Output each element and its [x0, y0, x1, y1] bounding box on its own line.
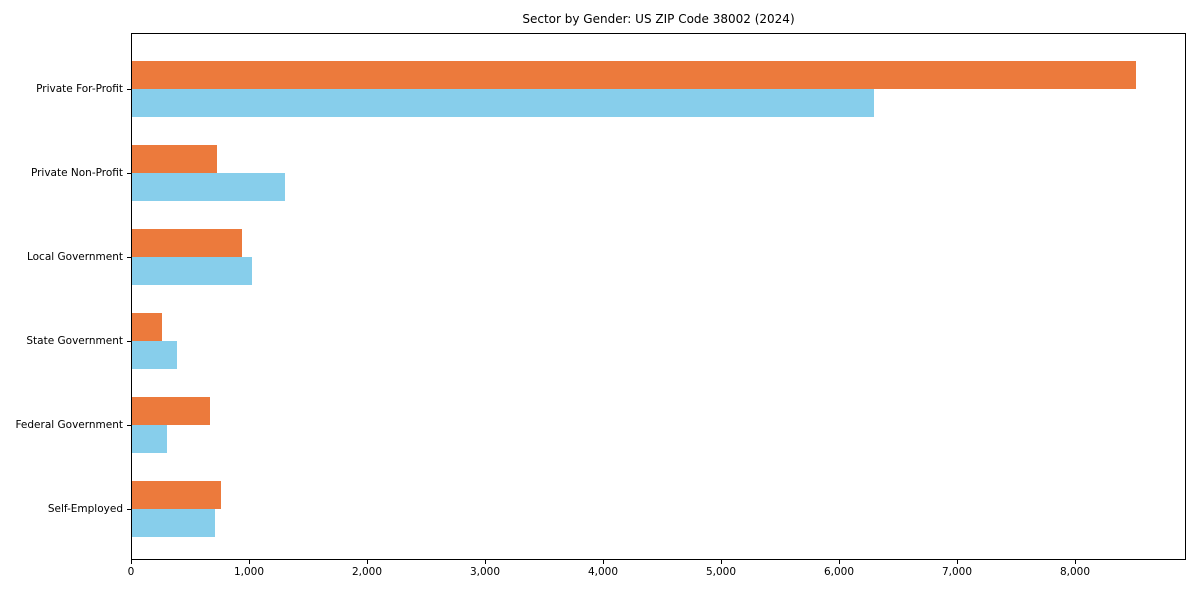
- x-tick-mark-6000: [839, 560, 840, 564]
- y-tick-mark-private-non-profit: [127, 173, 131, 174]
- y-tick-label-local-government: Local Government: [26, 251, 123, 263]
- x-tick-mark-1000: [249, 560, 250, 564]
- bar-male-private-for-profit: [132, 61, 1136, 89]
- y-tick-mark-self-employed: [127, 509, 131, 510]
- bar-male-state-government: [132, 313, 162, 341]
- bar-female-state-government: [132, 341, 177, 369]
- x-tick-label-4000: 4,000: [587, 566, 619, 578]
- x-tick-label-0: 0: [127, 566, 135, 578]
- x-tick-mark-0: [131, 560, 132, 564]
- bar-female-private-for-profit: [132, 89, 874, 117]
- x-tick-label-5000: 5,000: [705, 566, 737, 578]
- x-tick-mark-2000: [367, 560, 368, 564]
- y-tick-mark-local-government: [127, 257, 131, 258]
- bar-male-self-employed: [132, 481, 221, 509]
- x-tick-mark-8000: [1075, 560, 1076, 564]
- plot-area: MaleFemale: [131, 33, 1186, 560]
- y-tick-label-federal-government: Federal Government: [15, 419, 123, 431]
- bar-male-private-non-profit: [132, 145, 217, 173]
- x-tick-label-7000: 7,000: [941, 566, 973, 578]
- bar-male-local-government: [132, 229, 242, 257]
- x-tick-mark-7000: [957, 560, 958, 564]
- bar-female-federal-government: [132, 425, 167, 453]
- x-tick-label-1000: 1,000: [233, 566, 265, 578]
- y-tick-mark-private-for-profit: [127, 89, 131, 90]
- bar-female-local-government: [132, 257, 252, 285]
- chart-title: Sector by Gender: US ZIP Code 38002 (202…: [522, 12, 795, 26]
- y-tick-label-private-for-profit: Private For-Profit: [36, 83, 123, 95]
- x-tick-label-6000: 6,000: [823, 566, 855, 578]
- bar-female-self-employed: [132, 509, 215, 537]
- x-tick-mark-4000: [603, 560, 604, 564]
- y-tick-label-state-government: State Government: [26, 335, 123, 347]
- x-tick-label-3000: 3,000: [469, 566, 501, 578]
- x-tick-label-2000: 2,000: [351, 566, 383, 578]
- y-tick-mark-state-government: [127, 341, 131, 342]
- x-tick-mark-3000: [485, 560, 486, 564]
- y-tick-mark-federal-government: [127, 425, 131, 426]
- bar-male-federal-government: [132, 397, 210, 425]
- y-tick-label-private-non-profit: Private Non-Profit: [30, 167, 123, 179]
- y-tick-label-self-employed: Self-Employed: [47, 503, 123, 515]
- x-tick-mark-5000: [721, 560, 722, 564]
- x-tick-label-8000: 8,000: [1059, 566, 1091, 578]
- bar-female-private-non-profit: [132, 173, 285, 201]
